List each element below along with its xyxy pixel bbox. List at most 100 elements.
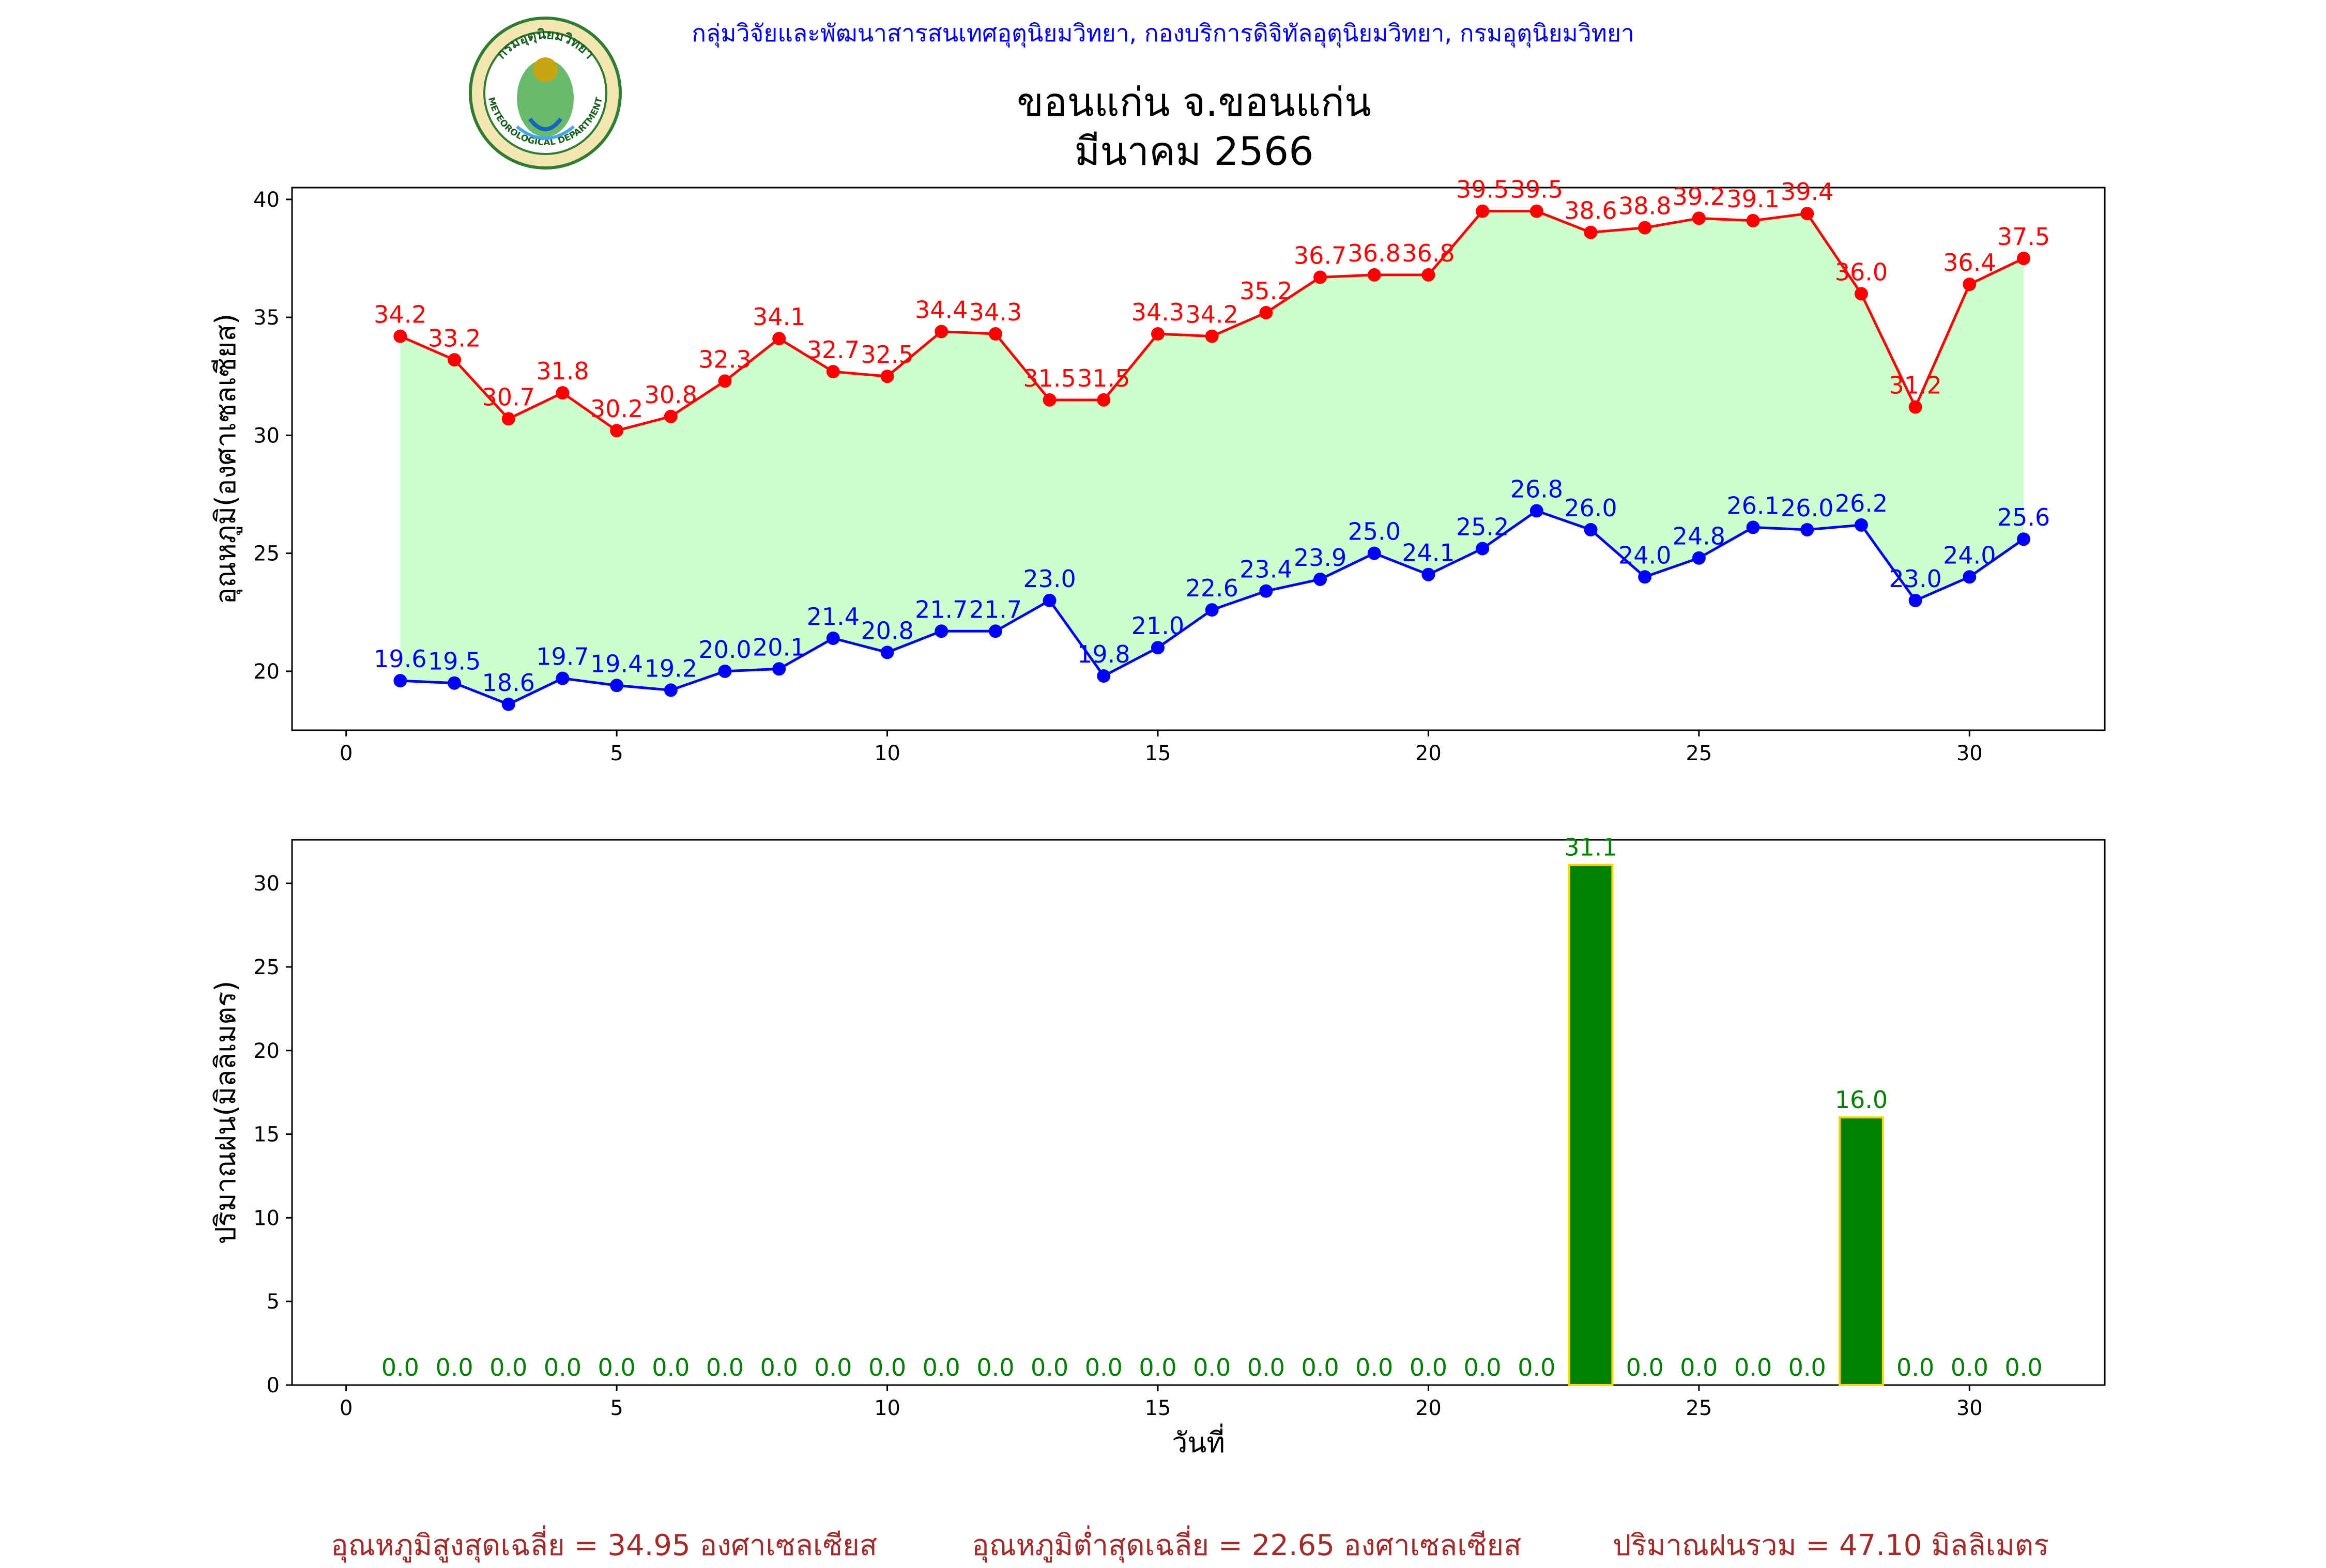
max-temp-label-day-6: 30.8 (645, 381, 697, 409)
min-temp-label-day-29: 23.0 (1889, 565, 1941, 593)
min-temp-point-day-29 (1908, 593, 1922, 607)
rain-label-day-15: 0.0 (1139, 1354, 1176, 1381)
min-temp-point-day-1 (393, 674, 407, 688)
min-temp-label-day-30: 24.0 (1943, 541, 1996, 569)
min-temp-label-day-28: 26.2 (1835, 489, 1888, 517)
min-temp-point-day-30 (1963, 570, 1977, 584)
max-temp-label-day-15: 34.3 (1131, 298, 1184, 326)
min-temp-label-day-20: 24.1 (1402, 539, 1455, 567)
min-temp-point-day-19 (1367, 546, 1381, 560)
plot-frame-1 (291, 839, 2106, 1386)
max-temp-label-day-30: 36.4 (1943, 249, 1996, 276)
min-temp-point-day-6 (664, 683, 678, 697)
rain-label-day-22: 0.0 (1518, 1354, 1555, 1381)
min-temp-point-day-14 (1097, 669, 1111, 683)
plot-frame-0 (291, 187, 2106, 731)
max-temp-label-day-25: 39.2 (1673, 182, 1725, 210)
rain-label-day-9: 0.0 (814, 1354, 852, 1381)
max-temp-label-day-14: 31.5 (1077, 364, 1130, 392)
max-temp-point-day-3 (501, 412, 515, 426)
min-temp-label-day-19: 25.0 (1348, 518, 1401, 546)
max-temp-label-day-27: 39.4 (1781, 178, 1833, 206)
rain-label-day-12: 0.0 (976, 1354, 1014, 1381)
max-temp-label-day-20: 36.8 (1402, 239, 1455, 267)
max-temp-point-day-5 (610, 424, 624, 438)
max-temp-point-day-14 (1097, 393, 1111, 407)
rain-label-day-23: 31.1 (1564, 834, 1617, 862)
x-tick-label-0-0: 0 (340, 742, 353, 765)
min-temp-point-day-11 (935, 624, 948, 638)
min-temp-point-day-17 (1259, 584, 1273, 598)
min-temp-point-day-8 (772, 662, 786, 676)
y-tick-label-0-20: 20 (253, 660, 280, 684)
rain-label-day-14: 0.0 (1085, 1354, 1123, 1381)
rain-label-day-8: 0.0 (760, 1354, 798, 1381)
rain-label-day-25: 0.0 (1680, 1354, 1718, 1381)
max-temp-point-day-4 (556, 386, 570, 400)
min-temp-label-day-23: 26.0 (1564, 494, 1617, 522)
max-temp-label-day-24: 38.8 (1618, 192, 1671, 220)
min-temp-point-day-23 (1584, 522, 1598, 536)
rain-label-day-26: 0.0 (1734, 1354, 1772, 1381)
min-temp-point-day-25 (1692, 551, 1706, 565)
min-temp-point-day-20 (1421, 567, 1435, 581)
max-temp-point-day-28 (1854, 287, 1868, 301)
max-temp-label-day-5: 30.2 (590, 395, 643, 423)
rain-label-day-4: 0.0 (544, 1354, 582, 1381)
min-temp-label-day-15: 21.0 (1131, 612, 1184, 640)
min-temp-label-day-24: 24.0 (1618, 541, 1671, 569)
min-temp-point-day-13 (1043, 593, 1057, 607)
x-tick-label-0-30: 30 (1956, 742, 1983, 765)
max-temp-label-day-10: 32.5 (861, 341, 913, 368)
chart-title-line1: ขอนแก่น จ.ขอนแก่น (1017, 79, 1371, 125)
x-tick-label-1-25: 25 (1686, 1396, 1712, 1420)
min-temp-point-day-18 (1313, 572, 1327, 586)
avg-max-temp-summary: อุณหภูมิสูงสุดเฉลี่ย = 34.95 องศาเซลเซีย… (331, 1529, 878, 1562)
min-temp-label-day-25: 24.8 (1673, 522, 1725, 550)
max-temp-point-day-26 (1746, 213, 1760, 227)
max-temp-point-day-10 (880, 370, 894, 383)
x-tick-label-1-10: 10 (874, 1396, 900, 1420)
max-temp-point-day-27 (1800, 207, 1814, 221)
max-temp-label-day-12: 34.3 (969, 298, 1022, 326)
max-temp-label-day-9: 32.7 (807, 336, 860, 364)
max-temp-point-day-20 (1421, 268, 1435, 282)
min-temp-label-day-10: 20.8 (861, 617, 913, 644)
min-temp-label-day-14: 19.8 (1077, 640, 1130, 668)
y-axis-label-0: อุณหภูมิ(องศาเซลเซียส) (209, 314, 243, 605)
y-tick-label-1-5: 5 (267, 1290, 280, 1314)
y-tick-label-1-0: 0 (267, 1374, 280, 1397)
avg-min-temp-summary: อุณหภูมิต่ำสุดเฉลี่ย = 22.65 องศาเซลเซีย… (972, 1529, 1522, 1562)
x-tick-label-1-20: 20 (1415, 1396, 1442, 1420)
min-temp-point-day-3 (501, 697, 515, 711)
max-temp-label-day-29: 31.2 (1889, 372, 1941, 399)
rain-label-day-10: 0.0 (868, 1354, 906, 1381)
x-tick-label-1-30: 30 (1956, 1396, 1983, 1420)
rain-label-day-18: 0.0 (1301, 1354, 1339, 1381)
max-temp-point-day-6 (664, 409, 678, 423)
rain-label-day-11: 0.0 (923, 1354, 960, 1381)
rain-label-day-7: 0.0 (706, 1354, 744, 1381)
min-temp-label-day-8: 20.1 (753, 633, 805, 661)
min-temp-label-day-13: 23.0 (1023, 565, 1076, 593)
min-temp-point-day-26 (1746, 520, 1760, 534)
min-temp-label-day-21: 25.2 (1456, 513, 1509, 541)
y-tick-label-0-40: 40 (253, 188, 280, 212)
max-temp-point-day-30 (1963, 278, 1977, 291)
max-temp-point-day-18 (1313, 270, 1327, 284)
x-tick-label-0-20: 20 (1415, 742, 1442, 765)
max-temp-label-day-18: 36.7 (1294, 241, 1346, 269)
max-temp-label-day-1: 34.2 (374, 301, 426, 329)
min-temp-point-day-31 (2016, 532, 2030, 546)
min-temp-point-day-10 (880, 645, 894, 659)
x-tick-label-0-25: 25 (1686, 742, 1712, 765)
min-temp-point-day-24 (1638, 570, 1652, 584)
min-temp-label-day-5: 19.4 (590, 650, 643, 678)
min-temp-point-day-7 (718, 664, 732, 678)
min-temp-label-day-9: 21.4 (807, 603, 860, 631)
max-temp-label-day-31: 37.5 (1997, 223, 2050, 251)
min-temp-point-day-28 (1854, 518, 1868, 532)
min-temp-label-day-16: 22.6 (1185, 574, 1238, 602)
min-temp-label-day-18: 23.9 (1294, 544, 1346, 572)
